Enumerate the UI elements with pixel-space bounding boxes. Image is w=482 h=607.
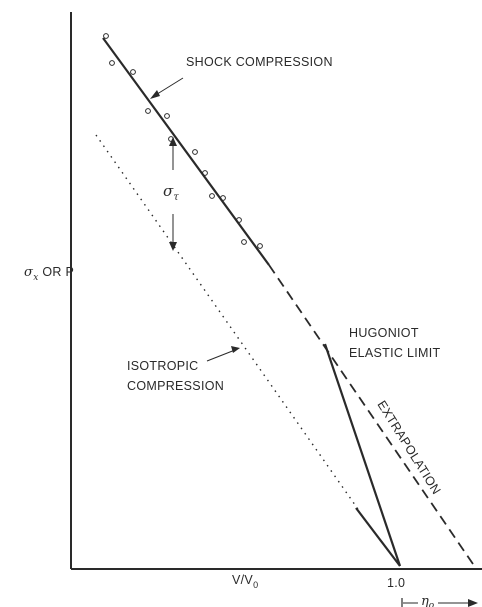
shock-compression-arrow [150,77,184,99]
lower-segment [355,507,401,567]
isotropic-compression-line [95,134,361,513]
x-tick-label: 1.0 [387,576,405,590]
shock-compression-line [102,37,270,266]
data-point [236,217,242,223]
data-point [192,149,198,155]
data-point [103,33,109,39]
hugoniot-label: HUGONIOT ELASTIC LIMIT [349,326,440,360]
extrapolation-label: EXTRAPOLATION [374,398,443,497]
shock-data-points [103,33,263,249]
data-point [241,239,247,245]
data-point [109,60,115,66]
sigma-tau-label: στ [163,182,179,203]
data-point [164,113,170,119]
sigma-tau-indicator: στ [163,137,179,251]
data-point [257,243,263,249]
svg-text:ηo: ηo [421,594,435,607]
data-point [130,69,136,75]
eta-o-indicator: ηo [401,594,478,607]
y-axis-label: σx OR P [24,265,74,283]
data-point [145,108,151,114]
isotropic-arrow [206,346,240,362]
data-point [209,193,215,199]
data-point [202,170,208,176]
elastic-segment [323,343,402,567]
data-point [220,195,226,201]
x-axis-label: V/V0 [232,573,258,590]
extrapolation-line [268,264,476,568]
isotropic-compression-label: ISOTROPIC COMPRESSION [127,359,224,393]
shock-compression-label: SHOCK COMPRESSION [186,55,333,69]
